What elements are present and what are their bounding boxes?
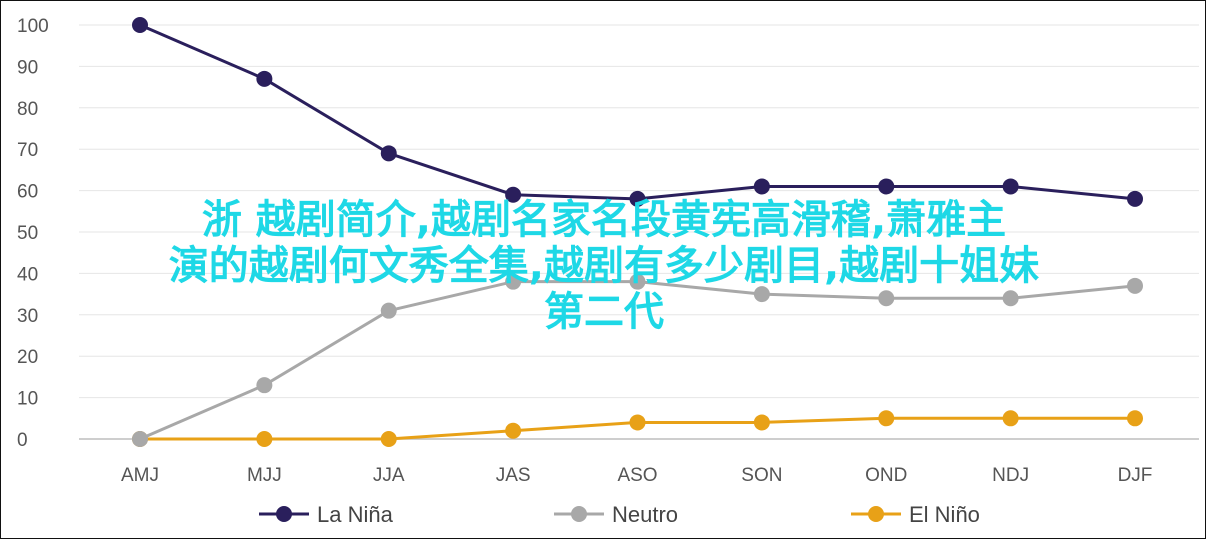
- x-tick-label: OND: [865, 465, 907, 486]
- legend-label: Neutro: [612, 502, 678, 527]
- data-point: [629, 414, 646, 431]
- series-la-ni-a: [132, 17, 1143, 207]
- y-tick-label: 60: [17, 182, 38, 203]
- data-point: [1002, 178, 1019, 195]
- y-tick-label: 70: [17, 140, 38, 161]
- data-point: [505, 273, 522, 290]
- data-point: [505, 186, 522, 203]
- data-point: [629, 273, 646, 290]
- legend-item: La Niña: [259, 502, 394, 527]
- series-line: [139, 23, 1136, 201]
- overlay-line-1: 浙 越剧简介,越剧名家名段黄宪高滑稽,萧雅主: [201, 197, 1007, 243]
- y-tick-label: 30: [17, 306, 38, 327]
- data-point: [256, 70, 273, 87]
- data-point: [753, 178, 770, 195]
- legend-item: Neutro: [554, 502, 678, 527]
- data-point: [1002, 410, 1019, 427]
- data-point: [1127, 277, 1143, 294]
- y-tick-label: 40: [17, 264, 38, 285]
- data-point: [1127, 190, 1143, 207]
- data-point: [132, 431, 148, 447]
- legend: La Niña Neutro El Niño: [259, 502, 980, 527]
- x-tick-label: AMJ: [121, 465, 159, 486]
- data-point: [753, 286, 770, 303]
- x-tick-label: ASO: [617, 465, 657, 486]
- data-point: [878, 178, 895, 195]
- y-tick-label: 90: [17, 57, 38, 78]
- data-point: [256, 431, 273, 447]
- data-point: [505, 422, 522, 439]
- x-axis-ticks: AMJ MJJ JJA JAS ASO SON OND NDJ DJF: [121, 465, 1152, 486]
- y-tick-label: 100: [17, 16, 49, 37]
- x-tick-label: DJF: [1118, 465, 1153, 486]
- data-point: [878, 410, 895, 427]
- data-point: [380, 431, 397, 447]
- legend-label: La Niña: [317, 502, 394, 527]
- overlay-watermark-text: 浙 越剧简介,越剧名家名段黄宪高滑稽,萧雅主 演的越剧何文秀全集,越剧有多少剧目…: [1, 197, 1206, 335]
- x-tick-label: JAS: [496, 465, 531, 486]
- data-point: [380, 145, 397, 162]
- x-tick-label: JJA: [373, 465, 405, 486]
- y-tick-label: 10: [17, 389, 38, 410]
- data-point: [1127, 410, 1143, 427]
- series-group: [132, 17, 1143, 447]
- y-tick-label: 0: [17, 430, 28, 451]
- legend-item: El Niño: [851, 502, 980, 527]
- overlay-line-3: 第二代: [544, 289, 664, 335]
- legend-marker: [868, 506, 884, 522]
- data-point: [878, 290, 895, 307]
- legend-marker: [276, 506, 292, 522]
- x-tick-label: MJJ: [247, 465, 282, 486]
- legend-label: El Niño: [909, 502, 980, 527]
- data-point: [380, 302, 397, 319]
- legend-marker: [571, 506, 587, 522]
- data-point: [256, 377, 273, 394]
- x-tick-label: NDJ: [992, 465, 1029, 486]
- data-point: [629, 190, 646, 207]
- y-tick-label: 80: [17, 99, 38, 120]
- y-tick-label: 20: [17, 347, 38, 368]
- data-point: [1002, 290, 1019, 307]
- series-el-ni-o: [132, 410, 1143, 447]
- data-point: [753, 414, 770, 431]
- series-neutro: [132, 273, 1143, 447]
- gridlines: [79, 24, 1199, 440]
- overlay-line-2: 演的越剧何文秀全集,越剧有多少剧目,越剧十姐妹: [168, 243, 1040, 289]
- data-point: [132, 17, 148, 33]
- x-tick-label: SON: [741, 465, 782, 486]
- y-tick-label: 50: [17, 223, 38, 244]
- y-axis-ticks: 0 10 20 30 40 50 60 70 80 90 100: [17, 16, 49, 451]
